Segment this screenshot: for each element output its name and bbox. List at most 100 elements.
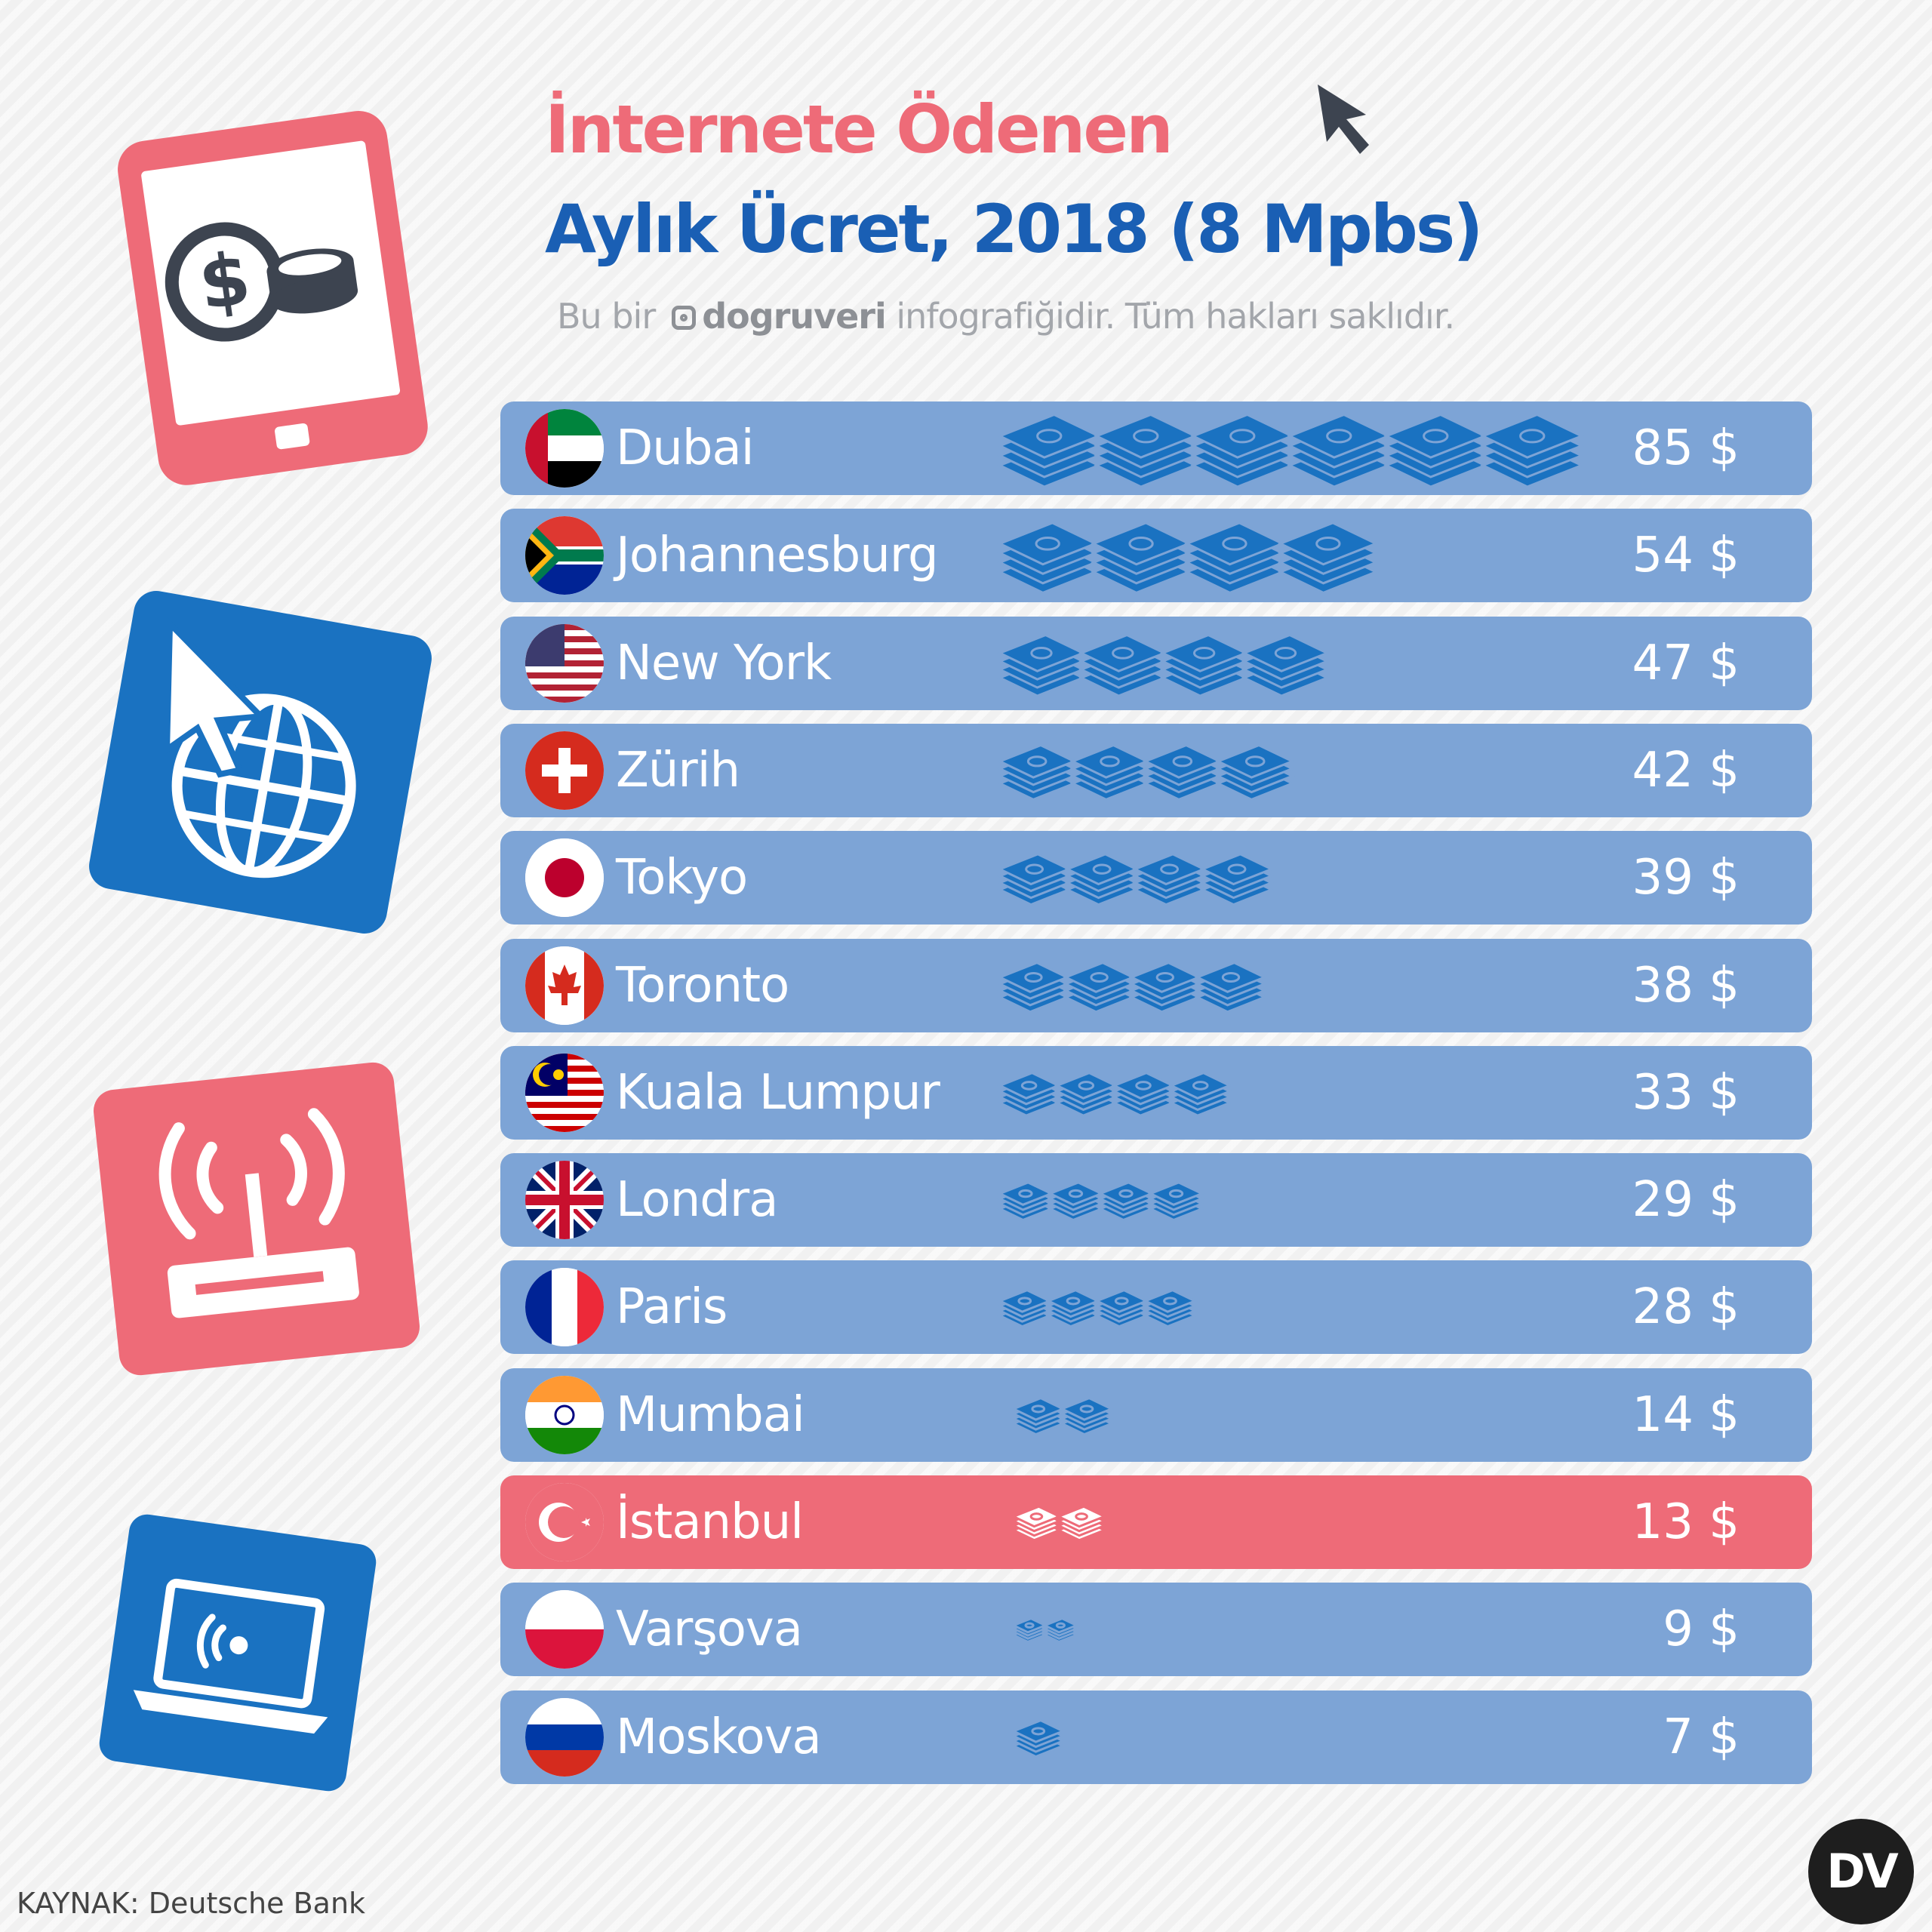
money-stack-icon	[1011, 1617, 1048, 1644]
money-stack-icon	[1097, 1181, 1155, 1222]
data-label: 38 $	[1632, 958, 1740, 1014]
bar-mark-1	[997, 521, 1379, 594]
bar-row-11: Varşova 9 $	[500, 1583, 1812, 1676]
bar-mark-5	[997, 961, 1268, 1014]
category-label: Johannesburg	[616, 528, 939, 583]
money-stack-icon	[1011, 1397, 1066, 1436]
bar-row-3: Zürih 42 $	[500, 724, 1812, 817]
subtitle-post: infografiğidir. Tüm hakları saklıdır.	[896, 296, 1455, 337]
money-stack-icon	[1480, 413, 1585, 488]
bar-mark-10	[1011, 1505, 1108, 1542]
category-label: New York	[616, 635, 832, 691]
bar-mark-7	[997, 1181, 1205, 1222]
money-stack-icon	[1159, 633, 1249, 697]
money-stack-icon	[1128, 961, 1202, 1014]
data-label: 47 $	[1632, 635, 1740, 691]
bar-row-9: Mumbai 14 $	[500, 1368, 1812, 1462]
flag-icon-in	[525, 1376, 604, 1454]
flag-icon-tr	[525, 1483, 604, 1561]
data-label: 85 $	[1632, 420, 1740, 476]
bar-mark-6	[997, 1072, 1233, 1117]
money-stack-icon	[1078, 633, 1168, 697]
data-label: 7 $	[1663, 1709, 1740, 1765]
bar-mark-2	[997, 633, 1331, 697]
money-stack-icon	[1190, 413, 1295, 488]
money-stack-icon	[1277, 521, 1379, 594]
page-title-line1: İnternete Ödenen	[545, 91, 1174, 168]
money-stack-icon	[997, 1181, 1054, 1222]
money-stack-icon	[997, 633, 1086, 697]
money-stack-icon	[1287, 413, 1392, 488]
money-stack-icon	[1168, 1072, 1233, 1117]
money-stack-icon	[997, 1289, 1053, 1328]
bar-row-2: New York 47 $	[500, 617, 1812, 710]
bar-mark-0	[997, 413, 1585, 488]
category-label: Paris	[616, 1279, 728, 1335]
bar-mark-8	[997, 1289, 1198, 1328]
money-stack-icon	[997, 521, 1099, 594]
wifi-router-icon	[94, 1062, 420, 1376]
flag-icon-my	[525, 1054, 604, 1132]
category-label: Varşova	[616, 1601, 803, 1657]
money-stack-icon	[1383, 413, 1488, 488]
category-label: Kuala Lumpur	[616, 1065, 940, 1121]
flag-icon-ae	[525, 409, 604, 488]
data-label: 33 $	[1632, 1065, 1740, 1121]
money-stack-icon	[1054, 1072, 1118, 1117]
money-stack-icon	[1055, 1505, 1108, 1542]
data-label: 28 $	[1632, 1279, 1740, 1335]
cursor-arrow-icon	[1318, 85, 1369, 154]
subtitle-pre: Bu bir	[557, 296, 656, 337]
data-label: 13 $	[1632, 1494, 1740, 1550]
bar-mark-3	[997, 743, 1296, 801]
data-label: 42 $	[1632, 743, 1740, 798]
flag-icon-pl	[525, 1590, 604, 1669]
money-stack-icon	[1063, 961, 1136, 1014]
money-stack-icon	[997, 1072, 1061, 1117]
money-stack-icon	[997, 853, 1072, 906]
category-label: Moskova	[616, 1709, 822, 1765]
source-note: KAYNAK: Deutsche Bank	[17, 1887, 366, 1920]
category-label: Mumbai	[616, 1387, 805, 1443]
flag-icon-ch	[525, 731, 604, 810]
instagram-icon	[672, 306, 697, 330]
flag-icon-gb	[525, 1161, 604, 1239]
bar-mark-4	[997, 853, 1275, 906]
data-label: 54 $	[1632, 528, 1740, 583]
bar-row-1: Johannesburg 54 $	[500, 509, 1812, 602]
data-label: 39 $	[1632, 850, 1740, 906]
money-stack-icon	[997, 743, 1078, 801]
money-stack-icon	[1011, 1505, 1063, 1542]
flag-icon-fr	[525, 1268, 604, 1346]
money-stack-icon	[997, 413, 1102, 488]
bar-row-4: Tokyo 39 $	[500, 831, 1812, 924]
money-stack-icon	[1059, 1397, 1115, 1436]
flag-icon-za	[525, 516, 604, 595]
category-label: Zürih	[616, 743, 740, 798]
laptop-wifi-icon	[99, 1514, 377, 1792]
money-stack-icon	[1215, 743, 1296, 801]
money-stack-icon	[1142, 1289, 1198, 1328]
bar-mark-11	[1011, 1617, 1080, 1644]
money-stack-icon	[1094, 413, 1198, 488]
logo-text: DV	[1826, 1844, 1898, 1899]
page-title-line2: Aylık Ücret, 2018 (8 Mpbs)	[545, 190, 1483, 268]
category-label: İstanbul	[616, 1494, 804, 1550]
bar-row-5: Toronto 38 $	[500, 939, 1812, 1032]
money-stack-icon	[1241, 633, 1331, 697]
tablet-dollar-icon: $	[118, 111, 428, 485]
money-stack-icon	[1142, 743, 1223, 801]
category-label: Toronto	[616, 958, 789, 1014]
flag-icon-jp	[525, 838, 604, 917]
flag-icon-us	[525, 624, 604, 703]
flag-icon-ca	[525, 946, 604, 1025]
bar-row-8: Paris 28 $	[500, 1260, 1812, 1354]
bar-mark-9	[1011, 1397, 1115, 1436]
svg-text:$: $	[194, 235, 256, 326]
money-stack-icon	[1045, 1289, 1101, 1328]
money-stack-icon	[1041, 1617, 1080, 1644]
bar-row-6: Kuala Lumpur 33 $	[500, 1046, 1812, 1140]
money-stack-icon	[1091, 521, 1192, 594]
data-label: 14 $	[1632, 1387, 1740, 1443]
